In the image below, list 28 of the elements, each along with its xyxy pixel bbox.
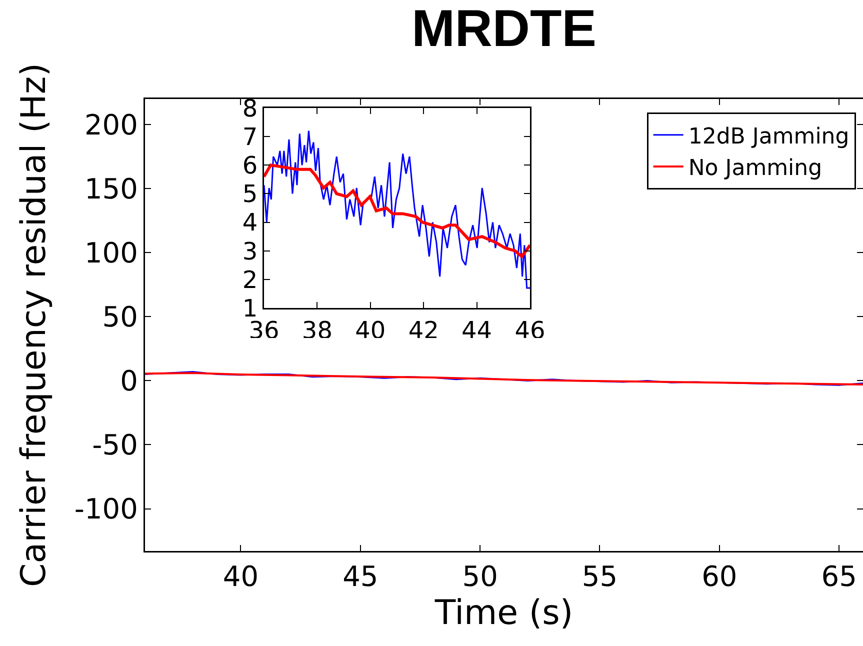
y-tick-label: 6 [242, 152, 258, 180]
x-tick-label: 50 [462, 560, 498, 594]
y-axis-title: Carrier frequency residual (Hz) [14, 63, 54, 587]
legend-label: 12dB Jamming [688, 124, 850, 150]
y-tick-label: 7 [242, 122, 258, 151]
x-tick-label: 45 [342, 560, 378, 594]
line-series [264, 164, 530, 258]
y-tick-label: 8 [242, 94, 258, 122]
x-tick-label: 44 [462, 316, 492, 344]
x-tick-label: 42 [408, 316, 439, 344]
y-tick-label: 2 [242, 266, 258, 294]
y-tick-label: -100 [74, 492, 138, 526]
x-tick-label: 55 [582, 560, 618, 594]
chart-title: MRDTE [412, 0, 596, 58]
y-tick-label: -50 [92, 428, 138, 462]
legend-label: No Jamming [688, 156, 822, 182]
y-tick-label: 200 [84, 108, 138, 142]
x-axis-title: Time (s) [434, 593, 574, 634]
y-tick-label: 0 [120, 364, 138, 398]
line-series [264, 130, 530, 289]
y-tick-label: 100 [84, 236, 138, 270]
y-tick-label: 3 [242, 237, 258, 266]
y-tick-label: 150 [84, 172, 138, 206]
x-tick-label: 60 [702, 560, 738, 594]
x-tick-label: 40 [222, 560, 259, 594]
y-tick-label: 5 [242, 180, 258, 208]
y-tick-label: 4 [242, 208, 258, 237]
x-tick-label: 65 [821, 560, 857, 594]
